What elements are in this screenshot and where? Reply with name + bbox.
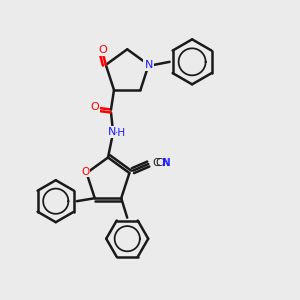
Text: O: O (98, 45, 107, 55)
Text: N: N (108, 127, 117, 137)
Text: C: C (153, 158, 160, 167)
Text: C: C (155, 158, 162, 167)
Text: O: O (81, 167, 89, 176)
Text: O: O (90, 101, 99, 112)
Text: N: N (161, 158, 169, 167)
Text: N: N (163, 158, 171, 167)
Text: N: N (144, 60, 153, 70)
Text: ·H: ·H (115, 128, 127, 139)
